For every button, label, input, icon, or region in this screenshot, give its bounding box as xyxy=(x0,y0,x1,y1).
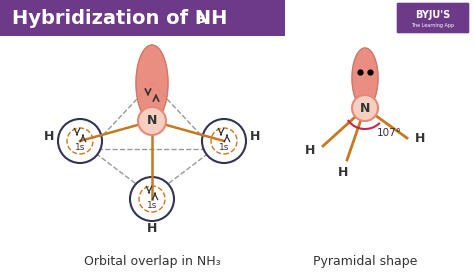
Text: H: H xyxy=(44,131,54,144)
Circle shape xyxy=(352,95,378,121)
Text: 107°: 107° xyxy=(376,128,401,138)
Text: 1s: 1s xyxy=(147,201,157,211)
Polygon shape xyxy=(352,48,378,108)
Text: H: H xyxy=(415,131,425,145)
FancyBboxPatch shape xyxy=(396,2,470,34)
Text: 3: 3 xyxy=(196,13,205,26)
Circle shape xyxy=(202,119,246,163)
Polygon shape xyxy=(136,45,168,121)
Text: Hybridization of NH: Hybridization of NH xyxy=(12,9,228,28)
Circle shape xyxy=(58,119,102,163)
Text: 1s: 1s xyxy=(75,144,85,153)
Text: H: H xyxy=(305,144,315,156)
Text: 1s: 1s xyxy=(219,144,229,153)
Text: Pyramidal shape: Pyramidal shape xyxy=(313,256,417,269)
Text: H: H xyxy=(147,222,157,235)
FancyBboxPatch shape xyxy=(0,0,285,36)
Text: H: H xyxy=(250,131,260,144)
Text: N: N xyxy=(360,102,370,115)
Circle shape xyxy=(138,107,166,135)
Text: BYJU'S: BYJU'S xyxy=(415,10,451,20)
Text: The Learning App: The Learning App xyxy=(411,23,455,28)
Text: Orbital overlap in NH₃: Orbital overlap in NH₃ xyxy=(84,256,220,269)
Text: H: H xyxy=(338,166,348,179)
Text: N: N xyxy=(147,115,157,128)
Circle shape xyxy=(130,177,174,221)
